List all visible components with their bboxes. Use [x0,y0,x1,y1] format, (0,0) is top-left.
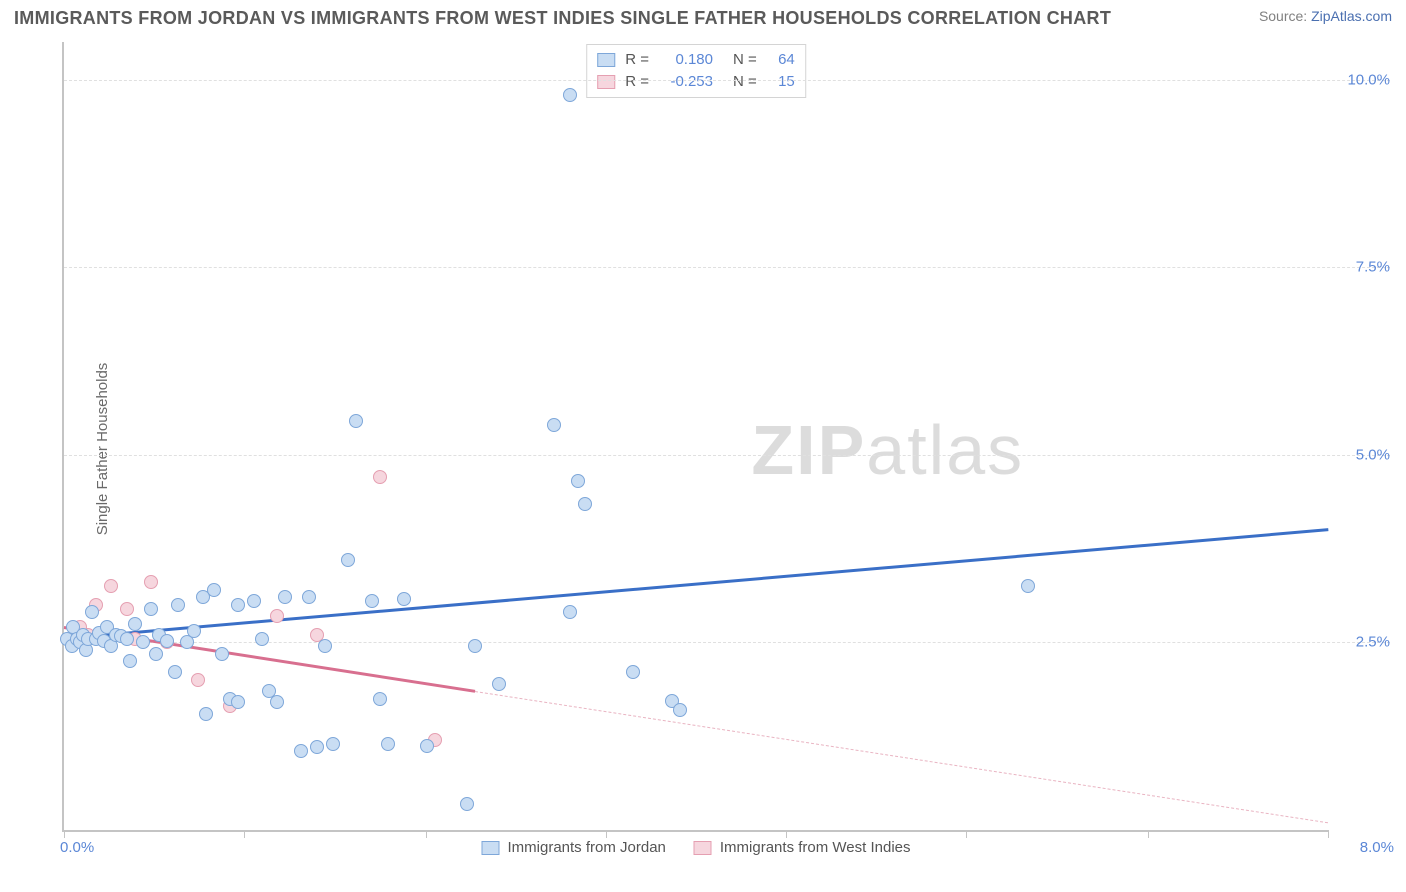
n-label: N = [733,71,757,93]
data-point [373,470,387,484]
r-value: -0.253 [657,71,713,93]
data-point [563,605,577,619]
x-tick [244,830,245,838]
correlation-legend: R = 0.180 N = 64 R = -0.253 N = 15 [586,44,806,98]
data-point [626,665,640,679]
data-point [191,673,205,687]
data-point [673,703,687,717]
x-tick [1328,830,1329,838]
legend-label: Immigrants from Jordan [508,839,666,856]
trend-line [475,691,1328,823]
data-point [326,737,340,751]
x-tick [1148,830,1149,838]
data-point [578,497,592,511]
watermark-rest: atlas [866,411,1024,489]
data-point [123,654,137,668]
legend-swatch [597,53,615,67]
data-point [365,594,379,608]
gridline [64,267,1390,268]
data-point [310,740,324,754]
legend-swatch [694,841,712,855]
gridline [64,455,1390,456]
legend-item: Immigrants from West Indies [694,839,911,856]
data-point [547,418,561,432]
chart-title: IMMIGRANTS FROM JORDAN VS IMMIGRANTS FRO… [14,8,1111,29]
legend-swatch [597,75,615,89]
data-point [231,695,245,709]
x-tick [426,830,427,838]
data-point [373,692,387,706]
x-axis-max-label: 8.0% [1360,839,1394,856]
data-point [270,695,284,709]
data-point [128,617,142,631]
legend-item: Immigrants from Jordan [482,839,666,856]
x-axis-min-label: 0.0% [60,839,94,856]
scatter-plot: ZIPatlas R =0.180N =64R =-0.253N =15 0.0… [62,42,1328,832]
watermark-bold: ZIP [751,411,866,489]
watermark: ZIPatlas [751,410,1024,490]
source: Source: ZipAtlas.com [1259,8,1392,24]
legend-row: R = 0.180 N = 64 [597,49,795,71]
data-point [104,579,118,593]
chart-area: Single Father Households ZIPatlas R =0.1… [38,42,1398,856]
data-point [302,590,316,604]
data-point [199,707,213,721]
data-point [171,598,185,612]
y-tick-label: 5.0% [1356,446,1390,463]
data-point [144,575,158,589]
source-link[interactable]: ZipAtlas.com [1311,8,1392,24]
data-point [231,598,245,612]
x-tick [966,830,967,838]
trend-line [64,528,1328,640]
data-point [120,632,134,646]
n-value: 15 [771,71,795,93]
data-point [468,639,482,653]
legend-row: R = -0.253 N = 15 [597,71,795,93]
data-point [187,624,201,638]
data-point [294,744,308,758]
data-point [136,635,150,649]
data-point [278,590,292,604]
r-value: 0.180 [657,49,713,71]
data-point [349,414,363,428]
n-value: 64 [771,49,795,71]
x-tick [606,830,607,838]
data-point [120,602,134,616]
data-point [397,592,411,606]
data-point [492,677,506,691]
data-point [1021,579,1035,593]
legend-label: Immigrants from West Indies [720,839,911,856]
data-point [149,647,163,661]
r-label: R = [625,49,649,71]
r-label: R = [625,71,649,93]
n-label: N = [733,49,757,71]
data-point [255,632,269,646]
data-point [420,739,434,753]
x-tick [64,830,65,838]
data-point [144,602,158,616]
data-point [341,553,355,567]
y-tick-label: 7.5% [1356,259,1390,276]
data-point [460,797,474,811]
source-prefix: Source: [1259,8,1311,24]
x-tick [786,830,787,838]
data-point [85,605,99,619]
data-point [168,665,182,679]
legend-swatch [482,841,500,855]
gridline [64,80,1390,81]
y-tick-label: 10.0% [1347,71,1390,88]
data-point [571,474,585,488]
data-point [247,594,261,608]
data-point [160,634,174,648]
data-point [318,639,332,653]
y-tick-label: 2.5% [1356,634,1390,651]
header: IMMIGRANTS FROM JORDAN VS IMMIGRANTS FRO… [0,0,1406,33]
data-point [215,647,229,661]
series-legend: Immigrants from Jordan Immigrants from We… [482,839,911,856]
data-point [207,583,221,597]
data-point [381,737,395,751]
data-point [563,88,577,102]
